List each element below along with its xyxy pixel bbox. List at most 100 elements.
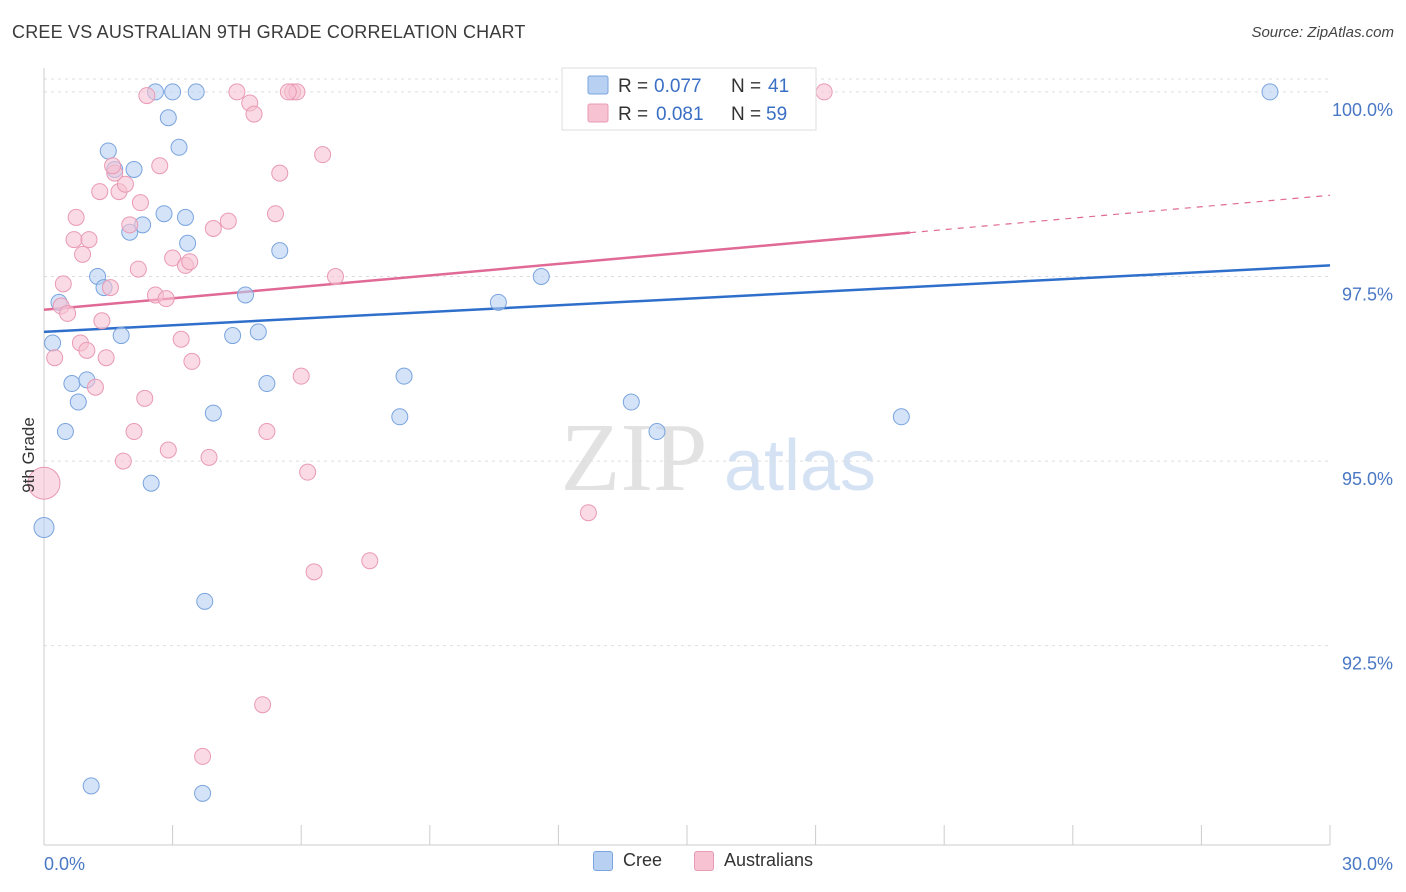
legend-cree-n-label: N =: [731, 76, 761, 97]
australians-point: [116, 175, 134, 193]
cree-point: [63, 375, 81, 393]
cree-point: [33, 517, 55, 539]
australians-point: [228, 83, 246, 101]
australians-point: [104, 157, 122, 175]
cree-point: [56, 423, 74, 441]
cree-point: [224, 327, 242, 345]
legend-bottom: Cree Australians: [0, 850, 1406, 871]
australians-point: [159, 441, 177, 459]
australians-point: [93, 312, 111, 330]
legend-item-australians: Australians: [693, 850, 814, 871]
australians-point: [326, 267, 344, 285]
australians-point: [131, 194, 149, 212]
australians-point: [67, 208, 85, 226]
legend-cree-n-value: 41: [768, 76, 789, 97]
australians-point: [172, 330, 190, 348]
cree-point: [648, 423, 666, 441]
australians-point: [183, 352, 201, 370]
cree-point: [1261, 83, 1279, 101]
y-tick-label: 92.5%: [1342, 654, 1393, 674]
watermark-atlas: atlas: [724, 426, 876, 506]
points-layer: [27, 83, 1279, 802]
x-tick-label-min: 0.0%: [44, 854, 85, 874]
legend-aus-r-label: R =: [618, 104, 648, 125]
australians-point: [46, 349, 64, 367]
cree-point: [112, 327, 130, 345]
australians-point: [65, 231, 83, 249]
cree-point: [170, 138, 188, 156]
cree-point: [204, 404, 222, 422]
trend-layer: [43, 194, 1331, 334]
australians-point: [59, 304, 77, 322]
watermark-zip: ZIP: [561, 404, 708, 512]
australians-point: [305, 563, 323, 581]
legend-aus-swatch: [587, 103, 609, 123]
cree-point: [187, 83, 205, 101]
legend-bottom-aus-swatch: [693, 850, 714, 871]
cree-point: [271, 242, 289, 260]
australians-point: [245, 105, 263, 123]
australians-point: [266, 205, 284, 223]
australians-point: [164, 249, 182, 267]
cree-point: [236, 286, 254, 304]
cree-point: [258, 375, 276, 393]
australians-point: [815, 83, 833, 101]
australians-point: [125, 423, 143, 441]
australians-trend-line: [43, 231, 911, 311]
australians-point: [361, 552, 379, 570]
australians-point: [258, 423, 276, 441]
australians-point: [74, 245, 92, 263]
cree-point: [179, 234, 197, 252]
chart-title: CREE VS AUSTRALIAN 9TH GRADE CORRELATION…: [12, 22, 526, 42]
cree-point: [194, 784, 212, 802]
australians-point: [129, 260, 147, 278]
y-tick-label: 97.5%: [1342, 284, 1393, 304]
australians-point: [86, 378, 104, 396]
australians-point: [194, 747, 212, 765]
legend-aus-r-value: 0.081: [656, 104, 704, 125]
legend-aus-n-value: 59: [766, 104, 787, 125]
source-label: Source: ZipAtlas.com: [1251, 24, 1394, 41]
cree-point: [395, 367, 413, 385]
australians-point: [314, 146, 332, 164]
cree-point: [196, 592, 214, 610]
legend-cree-r-value: 0.077: [654, 76, 702, 97]
legend-cree-r-label: R =: [618, 76, 648, 97]
cree-point: [44, 334, 62, 352]
legend-cree-swatch: [587, 75, 609, 95]
cree-point: [142, 474, 160, 492]
cree-point: [82, 777, 100, 795]
cree-point: [99, 142, 117, 160]
australians-point: [27, 466, 61, 500]
grid-layer: [44, 78, 1330, 647]
cree-point: [176, 208, 194, 226]
cree-point: [391, 408, 409, 426]
cree-point: [249, 323, 267, 341]
australians-point: [54, 275, 72, 293]
australians-point: [279, 83, 297, 101]
australians-point: [271, 164, 289, 182]
australians-point: [78, 341, 96, 359]
legend-bottom-aus-label: Australians: [723, 850, 814, 870]
legend-item-cree: Cree: [592, 850, 662, 871]
cree-point: [489, 293, 507, 311]
y-tick-label: 95.0%: [1342, 469, 1393, 489]
australians-point: [157, 290, 175, 308]
cree-point: [622, 393, 640, 411]
australians-point: [97, 349, 115, 367]
australians-point: [579, 504, 597, 522]
cree-point: [155, 205, 173, 223]
australians-point: [181, 253, 199, 271]
australians-point: [292, 367, 310, 385]
australians-point: [138, 87, 156, 105]
australians-point: [136, 389, 154, 407]
cree-point: [892, 408, 910, 426]
australians-point: [151, 157, 169, 175]
legend-aus-n-label: N =: [731, 104, 761, 125]
australians-point: [204, 220, 222, 238]
australians-point: [91, 183, 109, 201]
cree-point: [69, 393, 87, 411]
australians-point: [101, 279, 119, 297]
